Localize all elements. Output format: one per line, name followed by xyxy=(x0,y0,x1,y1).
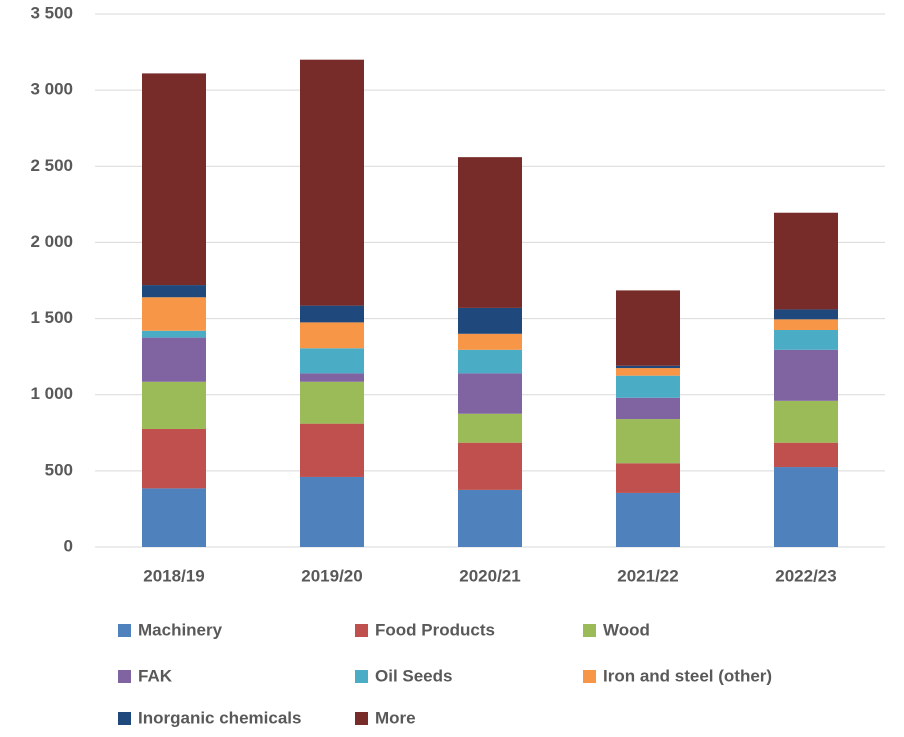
legend-label: More xyxy=(375,708,416,727)
legend-swatch xyxy=(355,670,368,683)
x-tick-label: 2021/22 xyxy=(617,566,678,585)
bar-segment xyxy=(458,442,522,490)
bar-segment xyxy=(300,381,364,424)
bar-segment xyxy=(300,423,364,477)
bar-segment xyxy=(616,365,680,369)
bar-segment xyxy=(142,428,206,489)
bar-segment xyxy=(142,337,206,382)
bar-segment xyxy=(300,322,364,349)
bar-segment xyxy=(774,309,838,320)
x-tick-label: 2020/21 xyxy=(459,566,520,585)
bar-segment xyxy=(458,307,522,334)
legend-label: Machinery xyxy=(138,620,223,639)
bar-segment xyxy=(458,413,522,443)
y-tick-label: 0 xyxy=(64,536,73,555)
x-tick-label: 2022/23 xyxy=(775,566,836,585)
bar-segment xyxy=(142,297,206,331)
y-tick-label: 3 000 xyxy=(30,80,73,99)
legend-swatch xyxy=(583,624,596,637)
bar-segment xyxy=(774,319,838,330)
bar-segment xyxy=(774,442,838,468)
bar-segment xyxy=(300,305,364,323)
y-tick-label: 500 xyxy=(45,460,73,479)
bar-segment xyxy=(458,333,522,350)
x-tick-label: 2019/20 xyxy=(301,566,362,585)
legend-label: Inorganic chemicals xyxy=(138,708,301,727)
y-tick-label: 2 000 xyxy=(30,232,73,251)
legend-swatch xyxy=(118,712,131,725)
bar-segment xyxy=(142,381,206,429)
bar-segment xyxy=(142,285,206,298)
y-tick-label: 1 500 xyxy=(30,308,73,327)
legend-label: Oil Seeds xyxy=(375,666,452,685)
bar-segment xyxy=(616,375,680,398)
legend-swatch xyxy=(583,670,596,683)
bar-segment xyxy=(458,373,522,414)
legend-label: Wood xyxy=(603,620,650,639)
bar-segment xyxy=(774,467,838,547)
y-tick-label: 2 500 xyxy=(30,156,73,175)
bar-segment xyxy=(300,59,364,306)
bar-segment xyxy=(774,349,838,401)
bar-segment xyxy=(616,368,680,376)
legend-label: FAK xyxy=(138,666,173,685)
bar-segment xyxy=(774,400,838,443)
legend-swatch xyxy=(118,624,131,637)
bar-segment xyxy=(458,157,522,308)
bar-segment xyxy=(616,397,680,420)
bar-segment xyxy=(300,373,364,382)
legend-swatch xyxy=(355,712,368,725)
bar-segment xyxy=(142,330,206,338)
bar-segment xyxy=(616,290,680,366)
legend-label: Iron and steel (other) xyxy=(603,666,772,685)
legend-swatch xyxy=(355,624,368,637)
bar-segment xyxy=(616,463,680,493)
bar-segment xyxy=(300,348,364,374)
bar-segment xyxy=(774,329,838,350)
bar-segment xyxy=(616,419,680,464)
bar-segment xyxy=(300,476,364,547)
legend-label: Food Products xyxy=(375,620,495,639)
bar-segment xyxy=(616,492,680,547)
x-tick-label: 2018/19 xyxy=(143,566,204,585)
y-tick-label: 1 000 xyxy=(30,384,73,403)
bar-segment xyxy=(774,212,838,310)
bar-segment xyxy=(142,488,206,547)
y-tick-label: 3 500 xyxy=(30,3,73,22)
legend-swatch xyxy=(118,670,131,683)
bar-segment xyxy=(142,73,206,286)
bar-segment xyxy=(458,349,522,374)
bar-segment xyxy=(458,489,522,547)
